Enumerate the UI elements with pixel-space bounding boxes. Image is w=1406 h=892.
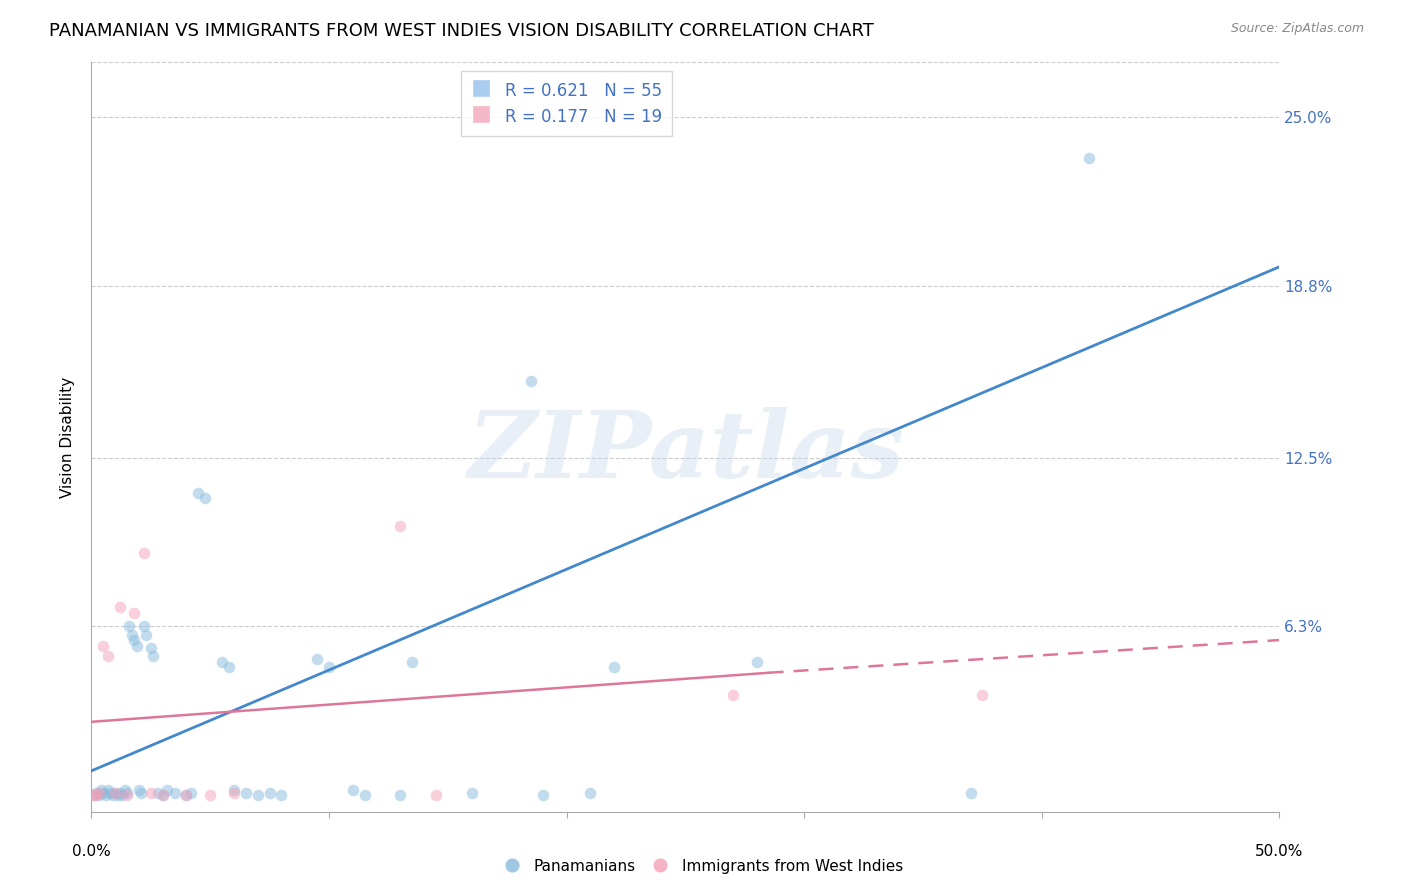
Point xyxy=(115,786,138,800)
Point xyxy=(156,783,179,797)
Point xyxy=(318,660,340,674)
Point xyxy=(721,688,744,702)
Point xyxy=(84,789,107,803)
Point xyxy=(200,789,222,803)
Point xyxy=(194,491,217,506)
Legend: R = 0.621   N = 55, R = 0.177   N = 19: R = 0.621 N = 55, R = 0.177 N = 19 xyxy=(461,70,672,136)
Point xyxy=(87,789,110,803)
Point xyxy=(115,789,138,803)
Point xyxy=(307,652,329,666)
Point xyxy=(108,600,131,615)
Point xyxy=(132,619,155,633)
Point xyxy=(579,786,602,800)
Point xyxy=(104,786,127,800)
Point xyxy=(129,786,152,800)
Point xyxy=(180,786,202,800)
Text: Source: ZipAtlas.com: Source: ZipAtlas.com xyxy=(1230,22,1364,36)
Point xyxy=(401,655,423,669)
Point xyxy=(104,786,127,800)
Point xyxy=(122,606,145,620)
Point xyxy=(959,786,981,800)
Point xyxy=(114,783,136,797)
Point xyxy=(132,546,155,560)
Point xyxy=(108,786,131,800)
Point xyxy=(187,486,209,500)
Point xyxy=(100,786,122,800)
Point xyxy=(91,786,114,800)
Point xyxy=(235,786,257,800)
Point xyxy=(90,783,112,797)
Point xyxy=(118,619,141,633)
Point xyxy=(152,789,174,803)
Point xyxy=(101,789,124,803)
Point xyxy=(139,786,162,800)
Point xyxy=(139,641,162,656)
Point xyxy=(520,374,543,388)
Text: 50.0%: 50.0% xyxy=(1256,845,1303,859)
Point xyxy=(142,649,165,664)
Point xyxy=(163,786,186,800)
Point xyxy=(94,789,117,803)
Point xyxy=(389,789,412,803)
Point xyxy=(745,655,768,669)
Point xyxy=(211,655,233,669)
Point xyxy=(91,639,114,653)
Point xyxy=(531,789,554,803)
Point xyxy=(270,789,292,803)
Point xyxy=(122,633,145,648)
Point xyxy=(84,786,107,800)
Point xyxy=(146,786,169,800)
Point xyxy=(107,789,129,803)
Point xyxy=(97,649,120,664)
Point xyxy=(342,783,364,797)
Legend: Panamanians, Immigrants from West Indies: Panamanians, Immigrants from West Indies xyxy=(496,853,910,880)
Point xyxy=(425,789,447,803)
Point xyxy=(246,789,269,803)
Point xyxy=(1078,151,1101,165)
Y-axis label: Vision Disability: Vision Disability xyxy=(60,376,76,498)
Text: ZIPatlas: ZIPatlas xyxy=(467,407,904,497)
Point xyxy=(176,789,198,803)
Point xyxy=(83,789,105,803)
Point xyxy=(389,518,412,533)
Point xyxy=(603,660,626,674)
Point xyxy=(176,789,198,803)
Point xyxy=(121,627,143,641)
Point xyxy=(83,789,105,803)
Point xyxy=(128,783,150,797)
Point xyxy=(353,789,375,803)
Point xyxy=(972,688,994,702)
Point xyxy=(218,660,240,674)
Point xyxy=(152,789,174,803)
Text: PANAMANIAN VS IMMIGRANTS FROM WEST INDIES VISION DISABILITY CORRELATION CHART: PANAMANIAN VS IMMIGRANTS FROM WEST INDIE… xyxy=(49,22,875,40)
Text: 0.0%: 0.0% xyxy=(72,845,111,859)
Point xyxy=(135,627,157,641)
Point xyxy=(87,786,110,800)
Point xyxy=(460,786,482,800)
Point xyxy=(222,786,245,800)
Point xyxy=(111,789,134,803)
Point xyxy=(125,639,148,653)
Point xyxy=(259,786,281,800)
Point xyxy=(222,783,245,797)
Point xyxy=(97,783,120,797)
